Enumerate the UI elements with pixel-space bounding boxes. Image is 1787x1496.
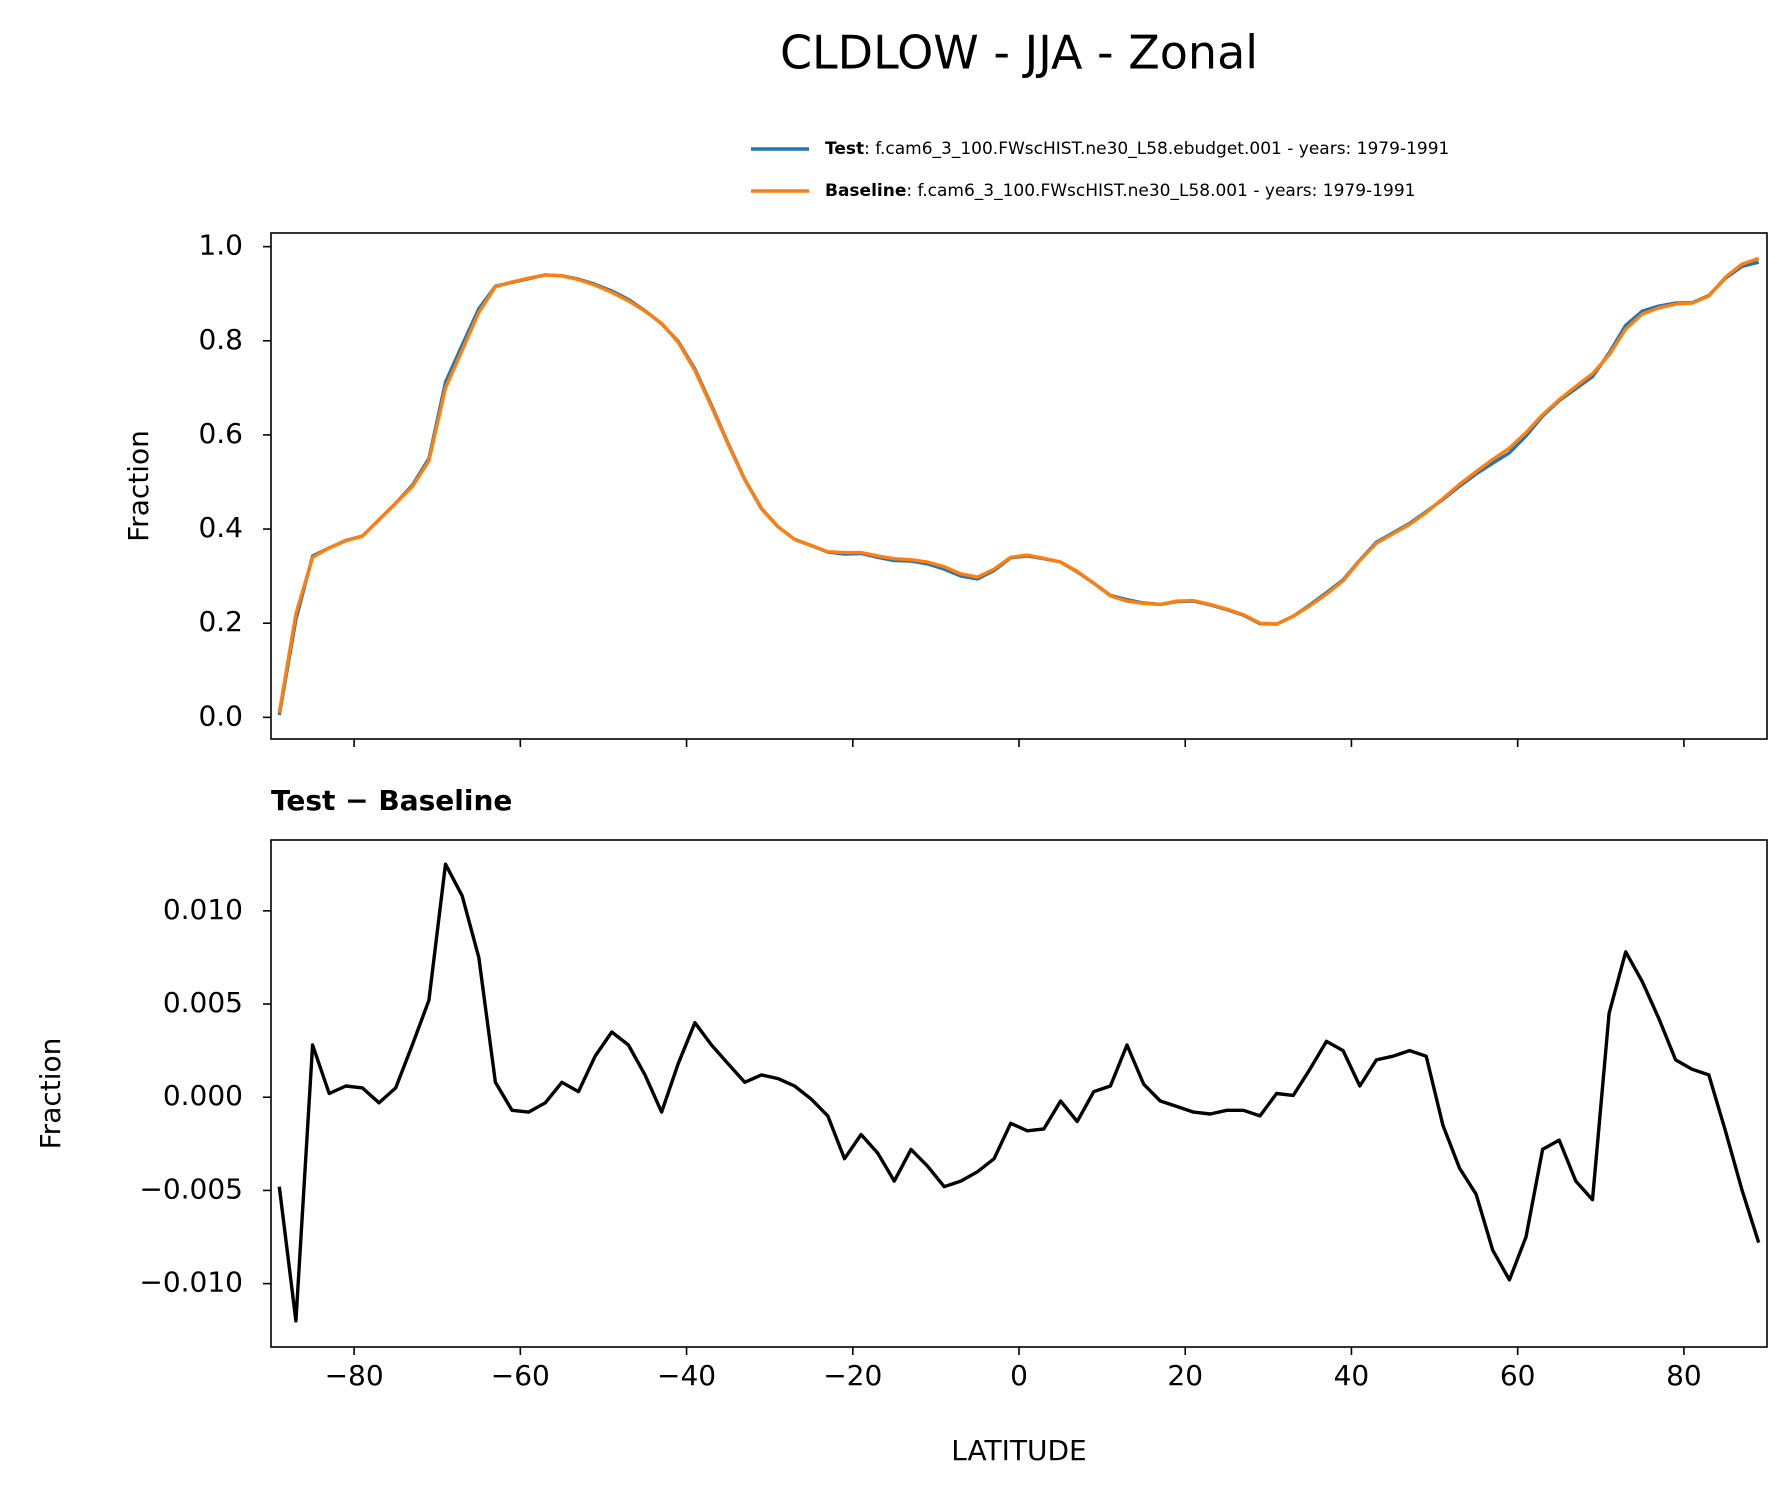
y-tick-label: 0.8 bbox=[198, 323, 243, 356]
y-tick-label: 0.010 bbox=[163, 893, 243, 926]
y-tick-label: 0.4 bbox=[198, 511, 243, 544]
x-tick-label: −40 bbox=[657, 1359, 716, 1392]
x-tick-label: −60 bbox=[491, 1359, 550, 1392]
y-axis-label: Fraction bbox=[34, 1038, 67, 1150]
legend-name: Test bbox=[825, 139, 864, 159]
legend-name: Baseline bbox=[825, 181, 906, 201]
x-tick-label: 60 bbox=[1500, 1359, 1536, 1392]
y-tick-label: 0.2 bbox=[198, 605, 243, 638]
subplot-title: Test − Baseline bbox=[271, 784, 512, 817]
y-tick-label: 0.0 bbox=[198, 699, 243, 732]
data-line bbox=[277, 260, 1760, 716]
x-tick-label: −20 bbox=[823, 1359, 882, 1392]
x-tick-label: 0 bbox=[1010, 1359, 1028, 1392]
legend-description: : f.cam6_3_100.FWscHIST.ne30_L58.ebudget… bbox=[864, 139, 1449, 159]
y-tick-label: 1.0 bbox=[198, 229, 243, 262]
y-tick-label: 0.005 bbox=[163, 986, 243, 1019]
plot-frame bbox=[270, 232, 1768, 740]
x-tick-label: −80 bbox=[325, 1359, 384, 1392]
x-tick-label: 40 bbox=[1334, 1359, 1370, 1392]
figure-title: CLDLOW - JJA - Zonal bbox=[780, 26, 1258, 80]
plot-frame bbox=[270, 839, 1768, 1348]
x-tick-label: 20 bbox=[1167, 1359, 1203, 1392]
data-line bbox=[277, 256, 1760, 713]
legend-description: : f.cam6_3_100.FWscHIST.ne30_L58.001 - y… bbox=[906, 181, 1415, 201]
legend-label: Baseline: f.cam6_3_100.FWscHIST.ne30_L58… bbox=[825, 181, 1415, 201]
x-axis-label: LATITUDE bbox=[951, 1434, 1086, 1467]
legend-label: Test: f.cam6_3_100.FWscHIST.ne30_L58.ebu… bbox=[825, 139, 1449, 159]
y-tick-label: 0.6 bbox=[198, 417, 243, 450]
y-tick-label: 0.000 bbox=[163, 1079, 243, 1112]
x-tick-label: 80 bbox=[1666, 1359, 1702, 1392]
y-tick-label: −0.010 bbox=[139, 1266, 243, 1299]
y-tick-label: −0.005 bbox=[139, 1172, 243, 1205]
y-axis-label: Fraction bbox=[122, 430, 155, 542]
data-line bbox=[277, 862, 1761, 1323]
